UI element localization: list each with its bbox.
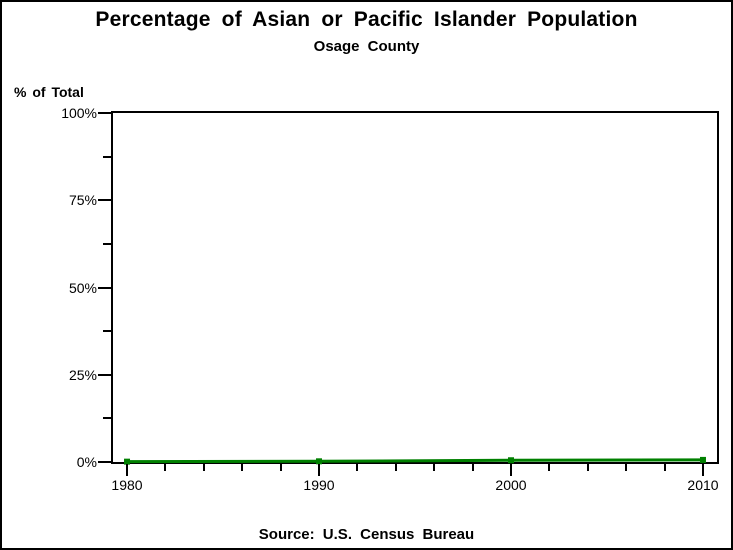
y-minor-tick xyxy=(103,155,111,158)
x-minor-tick xyxy=(241,464,244,471)
y-tick-label: 25% xyxy=(68,366,97,383)
plot-area xyxy=(111,111,719,465)
x-minor-tick xyxy=(471,464,474,471)
x-minor-tick xyxy=(663,464,666,471)
x-minor-tick xyxy=(202,464,205,471)
x-minor-tick xyxy=(394,464,397,471)
x-minor-tick xyxy=(164,464,167,471)
y-axis-title: % of Total xyxy=(14,84,84,100)
series-line-layer xyxy=(124,456,706,465)
x-minor-tick xyxy=(625,464,628,471)
y-major-tick xyxy=(98,373,111,376)
x-tick-label: 2010 xyxy=(687,477,719,493)
y-major-tick xyxy=(98,112,111,114)
y-minor-tick xyxy=(103,330,111,333)
y-tick-label: 50% xyxy=(68,279,97,296)
x-minor-tick xyxy=(433,464,436,471)
x-tick-label: 2000 xyxy=(495,477,527,493)
data-point-marker xyxy=(316,458,323,465)
y-major-tick xyxy=(98,461,111,463)
x-minor-tick xyxy=(548,464,551,471)
source-caption: Source: U.S. Census Bureau xyxy=(258,526,475,543)
x-major-tick xyxy=(509,464,512,476)
x-major-tick xyxy=(318,464,320,476)
y-tick-label: 100% xyxy=(61,105,97,121)
x-major-tick xyxy=(701,464,704,476)
y-tick-label: 75% xyxy=(68,192,97,209)
x-minor-tick xyxy=(356,464,359,471)
x-minor-tick xyxy=(279,464,282,471)
data-point-marker xyxy=(124,458,131,465)
x-tick-label: 1980 xyxy=(111,477,143,493)
y-major-tick xyxy=(98,286,111,289)
x-minor-tick xyxy=(586,464,589,471)
y-minor-tick xyxy=(103,417,111,420)
chart-subtitle: Osage County xyxy=(313,38,420,55)
data-point-marker xyxy=(699,456,706,463)
data-point-marker xyxy=(507,457,514,464)
x-major-tick xyxy=(126,464,128,476)
chart-title: Percentage of Asian or Pacific Islander … xyxy=(95,8,638,31)
y-tick-label: 0% xyxy=(76,454,97,470)
y-minor-tick xyxy=(103,242,111,245)
x-tick-label: 1990 xyxy=(303,477,335,493)
series-line xyxy=(127,458,703,464)
y-major-tick xyxy=(98,199,111,202)
